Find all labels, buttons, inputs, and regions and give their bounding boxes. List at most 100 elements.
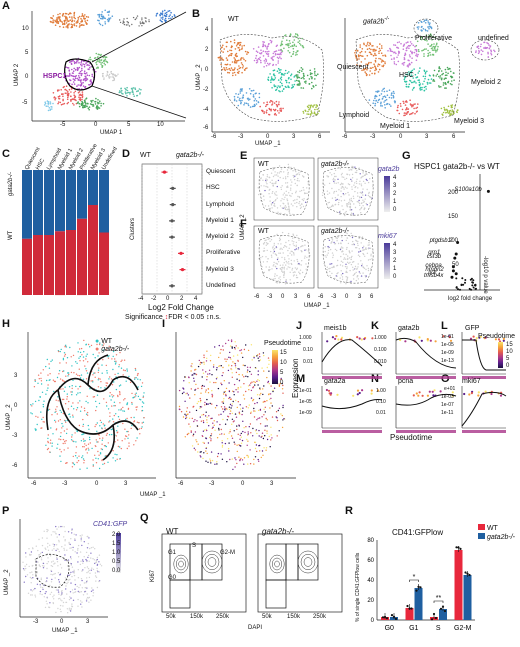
panel-g-point-ptgdsb.2 [456, 240, 460, 244]
panel-j-ytick-0: 1.000 [299, 335, 312, 341]
panel-i-cbar-5: 5 [280, 370, 284, 376]
panel-r-dot-G1-1-0 [415, 589, 418, 592]
panel-f-gene: mki67 [378, 233, 397, 240]
panel-d-label: D [122, 148, 130, 160]
panel-l-cbar-10: 10 [506, 349, 513, 355]
panel-m-gene: gata2a [324, 378, 346, 385]
panel-a-xtick-3: 10 [157, 122, 164, 128]
panel-g-bg-point-23 [475, 287, 477, 290]
panel-f-xtick2-2: 0 [345, 294, 349, 300]
panel-b-cluster-hsc: HSC [399, 72, 414, 79]
panel-r-bar-G1-0 [405, 608, 414, 620]
panel-r-dot-G2-M-1-1 [466, 572, 469, 575]
panel-b-mut-hsc [387, 41, 419, 68]
panel-j-label: J [296, 320, 303, 332]
panel-n-point-9 [432, 394, 435, 397]
panel-b-mut-title: gata2b-/- [363, 16, 390, 26]
panel-q-xtick-2: 250k [216, 614, 230, 620]
panel-c-bar-wt-2 [44, 235, 54, 295]
panel-b-ytick-0: 4 [205, 27, 209, 33]
panel-p-gfp-umap [19, 519, 121, 618]
panel-f-xtick-4: 6 [307, 294, 311, 300]
panel-b-ytick-3: -2 [203, 87, 209, 93]
panel-k-point-9 [420, 339, 423, 342]
panel-h-trajectory-umap [27, 332, 156, 479]
panel-d-foldchange [141, 163, 203, 295]
panel-q-mut-gate-g1 [265, 543, 287, 581]
panel-o-point-5 [484, 390, 487, 393]
panel-h-xtick-2: 0 [95, 481, 99, 487]
panel-f-xtick-3: 3 [294, 294, 298, 300]
panel-r-bar-G2-M-0 [454, 550, 463, 620]
panel-k-point-11 [449, 339, 453, 342]
panel-h-legend-wt: ● WT [95, 338, 113, 345]
panel-c-bar-mut-0 [22, 170, 32, 239]
panel-r-dot-G1-0-0 [406, 604, 409, 608]
panel-e-cbar-4: 4 [393, 175, 397, 181]
panel-b-mut-outline [355, 34, 460, 122]
panel-i-cbar-10: 10 [280, 360, 287, 366]
panel-g-bg-point-15 [472, 279, 475, 282]
panel-b-wt-lymphoid [233, 88, 261, 108]
panel-f-xtick2-4: 6 [370, 294, 374, 300]
panel-j-point-7 [356, 336, 359, 339]
panel-g-bg-point-22 [457, 288, 459, 291]
panel-f-wt-outline [258, 235, 310, 284]
panel-a-xtick-0: -5 [60, 122, 66, 128]
panel-q-xtick-0: 50k [166, 614, 176, 620]
panel-a-xtick-1: 0 [94, 122, 98, 128]
panel-q-mut-contour-g2m-1 [300, 554, 316, 570]
panel-j-gene: meis1b [324, 325, 347, 332]
panel-b-xtick2-3: 3 [425, 134, 429, 140]
panel-o-point-12 [470, 392, 473, 395]
panel-l-point-8 [469, 337, 473, 340]
panel-p-cbar-0: 2.0 [112, 532, 121, 538]
panel-r-bar-G1-1 [414, 588, 423, 620]
panel-o-point-9 [463, 392, 466, 396]
panel-f-mut-frame [317, 225, 379, 289]
panel-m-point-8 [325, 388, 328, 392]
panel-p-xlabel: UMAP _1 [52, 628, 78, 634]
panel-q-mut-gate-s [285, 543, 299, 581]
panel-r-dot-G0-1-2 [394, 617, 398, 620]
panel-q-gate-g2m: G2-M [220, 550, 235, 556]
panel-k-gene: gata2b [398, 325, 420, 332]
panel-m-ytick-0: 1e-01 [299, 388, 312, 394]
panel-r-sig-2: ** [436, 595, 442, 602]
panel-c-bar-mut-7 [99, 170, 109, 233]
panel-g-bg-point-16 [455, 286, 458, 289]
panel-n-point-1 [415, 392, 418, 395]
panel-m-point-4 [356, 393, 359, 396]
panel-l-point-5 [475, 337, 478, 340]
panel-i-legend-title: Pseudotime [264, 340, 301, 347]
panel-n-point-6 [426, 394, 429, 397]
panel-q-wt-contour-g2m-0 [201, 550, 223, 574]
panel-a-zoom-line-top [91, 11, 187, 63]
panel-r-dot-G2-M-1-2 [468, 573, 471, 577]
panel-l-point-10 [479, 335, 482, 338]
panel-m-point-5 [336, 393, 339, 396]
panel-r-bar-G2-M-1 [463, 575, 472, 620]
panel-g-gene-label-1: ptgdsb.2 [429, 238, 453, 245]
panel-h-xtick-0: -6 [31, 481, 37, 487]
panel-l-point-6 [502, 337, 505, 340]
panel-l-label: L [441, 320, 448, 332]
panel-b-wt-teal [267, 67, 296, 93]
panel-i-xtick-0: -6 [178, 481, 184, 487]
panel-m-point-11 [370, 389, 373, 392]
panel-a-cluster-red [52, 85, 84, 106]
panel-r-sig-bracket-2 [433, 600, 444, 603]
panel-c-bar-mut-2 [44, 170, 54, 235]
panel-r-dot-G0-1-1 [392, 615, 396, 618]
panel-k-ytick-2: 0.010 [374, 359, 387, 365]
panel-d-point-6 [180, 268, 185, 272]
panel-e-wt-title: WT [258, 161, 269, 168]
panel-l-point-9 [502, 339, 505, 342]
panel-l-pseudotime-strip [462, 376, 506, 379]
panel-b-ylabel: UMAP _2 [196, 64, 202, 90]
panel-c-row-top: gata2b-/- [8, 171, 14, 196]
panel-j-curve [321, 339, 383, 367]
panel-r-dot-S-1-1 [441, 605, 445, 608]
panel-r-ytick-4: 0 [371, 618, 375, 624]
panel-l-point-12 [497, 338, 501, 341]
